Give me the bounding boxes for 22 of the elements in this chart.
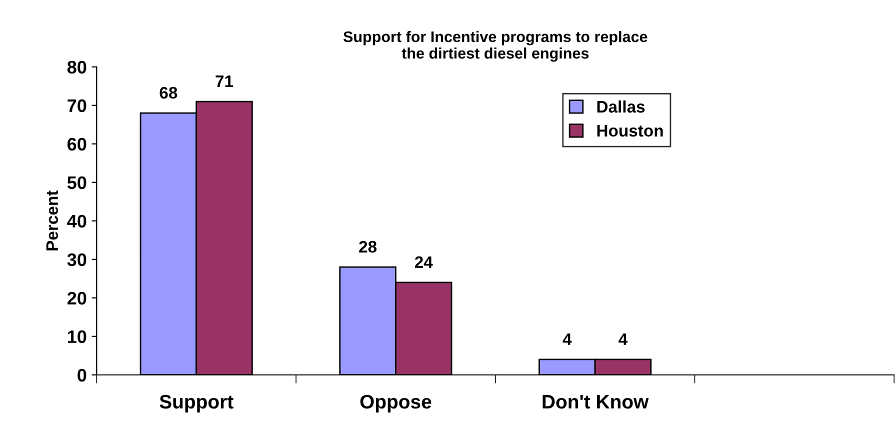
x-tick-label: Support: [160, 394, 234, 412]
data-label: 28: [359, 240, 377, 253]
legend-label: Houston: [597, 125, 663, 137]
x-tick-label: Don't Know: [542, 395, 649, 409]
y-tick-label: 40: [67, 214, 86, 228]
data-label: 4: [618, 333, 628, 345]
y-tick-label: 50: [67, 176, 86, 190]
data-label: 68: [160, 86, 178, 99]
y-tick-label: 60: [68, 138, 86, 151]
y-tick-label: 70: [68, 99, 86, 112]
x-tick-label: Oppose: [360, 394, 432, 412]
legend-label: Dallas: [597, 100, 645, 113]
y-tick-label: 10: [68, 330, 86, 344]
data-label: 71: [216, 75, 234, 87]
y-tick-label: 80: [67, 60, 86, 74]
chart-title: Support for Incentive programs to replace the dirtiest diesel engines: [343, 30, 648, 62]
y-axis-title: Percent: [46, 190, 58, 250]
data-label: 4: [562, 333, 572, 345]
y-tick-label: 0: [78, 368, 86, 382]
y-tick-label: 30: [67, 253, 86, 266]
y-tick-label: 20: [67, 292, 86, 305]
data-label: 24: [414, 256, 433, 268]
